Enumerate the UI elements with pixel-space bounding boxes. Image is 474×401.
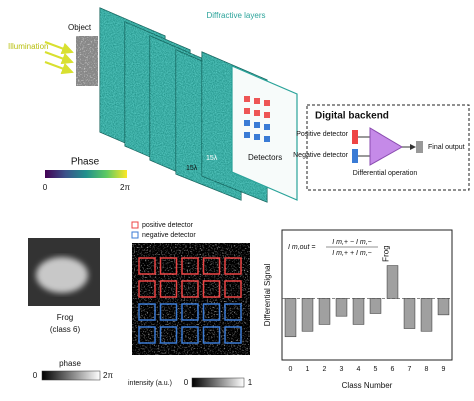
detector-square — [202, 303, 221, 321]
backend-operation: Differential operation — [353, 170, 418, 177]
formula-numerator: I m,+ − I m,− — [332, 239, 371, 246]
bar — [420, 298, 433, 332]
phase-label: phase — [59, 359, 81, 368]
legend-negative: negative detector — [142, 232, 196, 239]
bar — [386, 265, 399, 299]
backend-positive: Positive detector — [296, 131, 348, 138]
phase-colorbar — [41, 370, 101, 381]
amplifier — [358, 127, 423, 166]
x-tick-label: 1 — [306, 366, 310, 373]
detector-square — [202, 257, 221, 275]
x-axis-label: Class Number — [342, 381, 393, 390]
x-tick-label: 3 — [340, 366, 344, 373]
colorbar-min: 0 — [33, 371, 38, 380]
detector-square — [202, 326, 221, 344]
bar — [335, 298, 348, 317]
detectors-label: Detectors — [248, 153, 282, 162]
backend-output: Final output — [428, 144, 465, 151]
intensity-colorbar — [191, 377, 245, 388]
pitch-label: 15λ — [206, 155, 218, 162]
bar — [318, 298, 331, 325]
detector-square — [224, 280, 242, 298]
object-label: Object — [68, 23, 92, 32]
detector-square — [224, 326, 242, 344]
detector-square — [138, 303, 156, 321]
detector-square — [202, 280, 221, 298]
pitch-label: 15λ — [186, 165, 198, 172]
diffractive-layers — [99, 7, 298, 203]
intensity-texture — [132, 243, 250, 355]
bar — [284, 298, 297, 338]
intensity-label: intensity (a.u.) — [128, 380, 172, 387]
x-tick-label: 8 — [425, 366, 429, 373]
detector-square — [159, 280, 178, 298]
bar — [437, 298, 450, 316]
example-class: (class 6) — [50, 325, 81, 334]
detector-square — [138, 257, 156, 275]
frog-shape — [36, 257, 88, 293]
detector-array — [244, 96, 270, 142]
detector-grid — [138, 257, 242, 344]
colorbar-max: 1 — [248, 378, 253, 387]
bar — [301, 298, 314, 332]
object-texture — [76, 36, 98, 86]
legend-positive: positive detector — [142, 222, 194, 229]
x-tick-label: 9 — [442, 366, 446, 373]
detector-square — [138, 280, 156, 298]
detector-square — [224, 303, 242, 321]
formula-denominator: I m,+ + I m,− — [332, 250, 371, 257]
x-tick-label: 7 — [408, 366, 412, 373]
detector-square — [181, 257, 199, 275]
x-tick-label: 5 — [374, 366, 378, 373]
legend-marker — [131, 231, 139, 239]
detector-square — [159, 303, 178, 321]
colorbar-max: 2π — [120, 183, 130, 192]
example-caption: Frog — [57, 313, 73, 322]
detector-square — [181, 326, 199, 344]
detector-square — [181, 280, 199, 298]
legend-marker — [131, 221, 139, 229]
backend-box — [306, 104, 470, 191]
y-axis-label: Differential Signal — [263, 264, 272, 327]
annotation: Frog — [382, 245, 391, 261]
detector-square — [159, 326, 178, 344]
detector-square — [138, 326, 156, 344]
bar — [352, 298, 365, 325]
backend-negative: Negative detector — [293, 152, 349, 159]
layers-label: Diffractive layers — [207, 11, 266, 20]
detector-square — [181, 303, 199, 321]
illumination-label: Illumination — [8, 42, 48, 51]
bar — [403, 298, 416, 329]
phase-colorbar — [45, 170, 127, 178]
negative-input — [352, 149, 358, 163]
colorbar-min: 0 — [43, 183, 48, 192]
positive-input — [352, 130, 358, 144]
backend-title: Digital backend — [315, 111, 389, 122]
x-tick-label: 2 — [323, 366, 327, 373]
colorbar-max: 2π — [103, 371, 113, 380]
detector-square — [159, 257, 178, 275]
formula-lhs: I m,out = — [288, 244, 315, 251]
detector-square — [224, 257, 242, 275]
x-tick-label: 4 — [357, 366, 361, 373]
illumination-arrows — [44, 41, 74, 75]
plot-frame — [281, 229, 453, 361]
x-tick-label: 6 — [391, 366, 395, 373]
x-tick-label: 0 — [289, 366, 293, 373]
bar — [369, 298, 382, 314]
colorbar-min: 0 — [184, 378, 189, 387]
phase-title: Phase — [71, 157, 100, 168]
